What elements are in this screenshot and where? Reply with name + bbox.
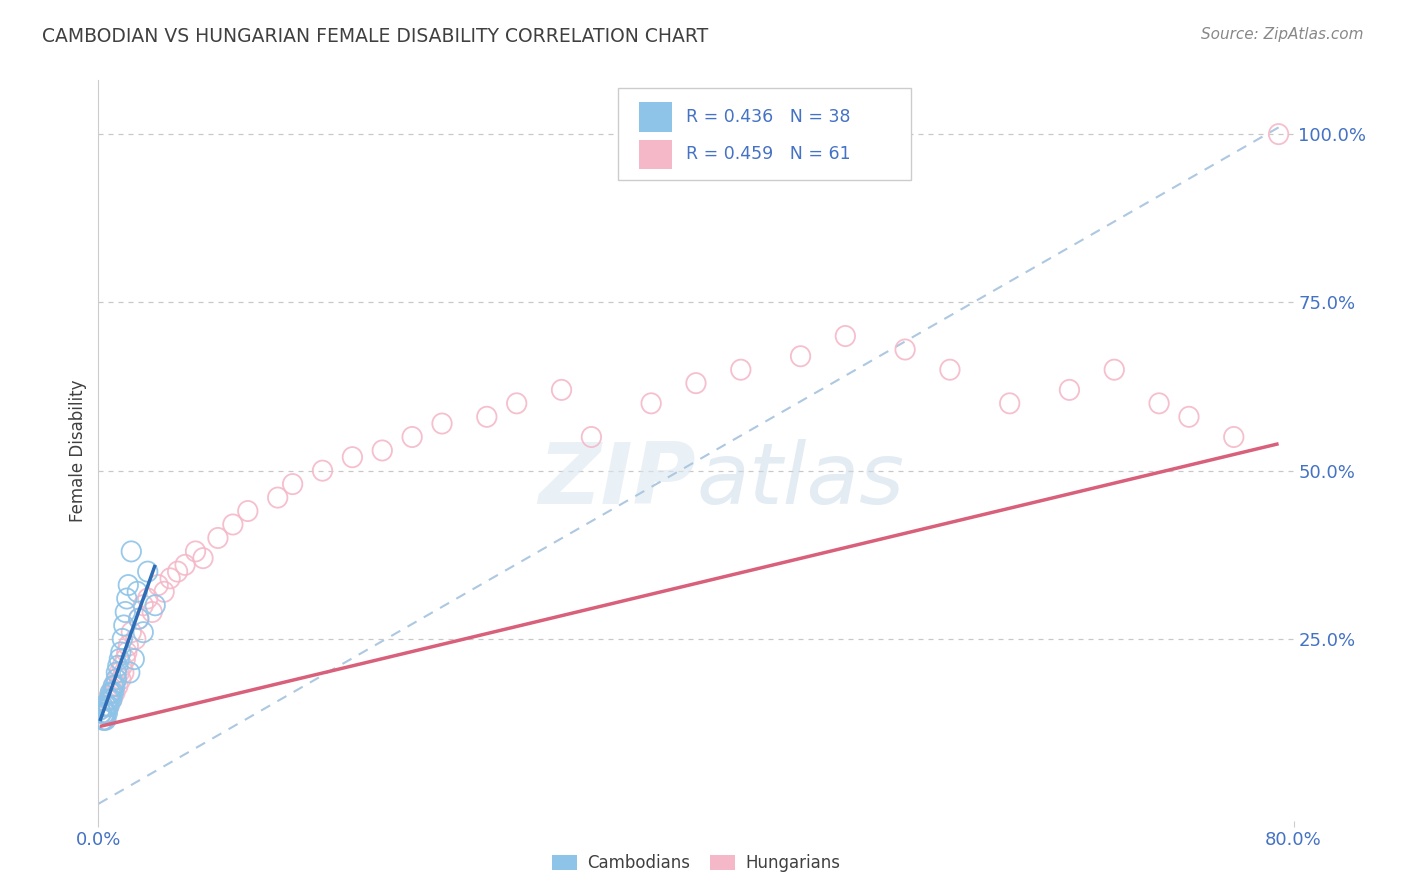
Text: R = 0.436   N = 38: R = 0.436 N = 38 xyxy=(686,108,851,127)
Text: CAMBODIAN VS HUNGARIAN FEMALE DISABILITY CORRELATION CHART: CAMBODIAN VS HUNGARIAN FEMALE DISABILITY… xyxy=(42,27,709,45)
FancyBboxPatch shape xyxy=(638,103,672,132)
FancyBboxPatch shape xyxy=(638,139,672,169)
Text: R = 0.459   N = 61: R = 0.459 N = 61 xyxy=(686,145,851,163)
Text: ZIP: ZIP xyxy=(538,439,696,522)
Text: Source: ZipAtlas.com: Source: ZipAtlas.com xyxy=(1201,27,1364,42)
Legend: Cambodians, Hungarians: Cambodians, Hungarians xyxy=(546,847,846,879)
Text: atlas: atlas xyxy=(696,439,904,522)
Y-axis label: Female Disability: Female Disability xyxy=(69,379,87,522)
FancyBboxPatch shape xyxy=(619,87,911,180)
